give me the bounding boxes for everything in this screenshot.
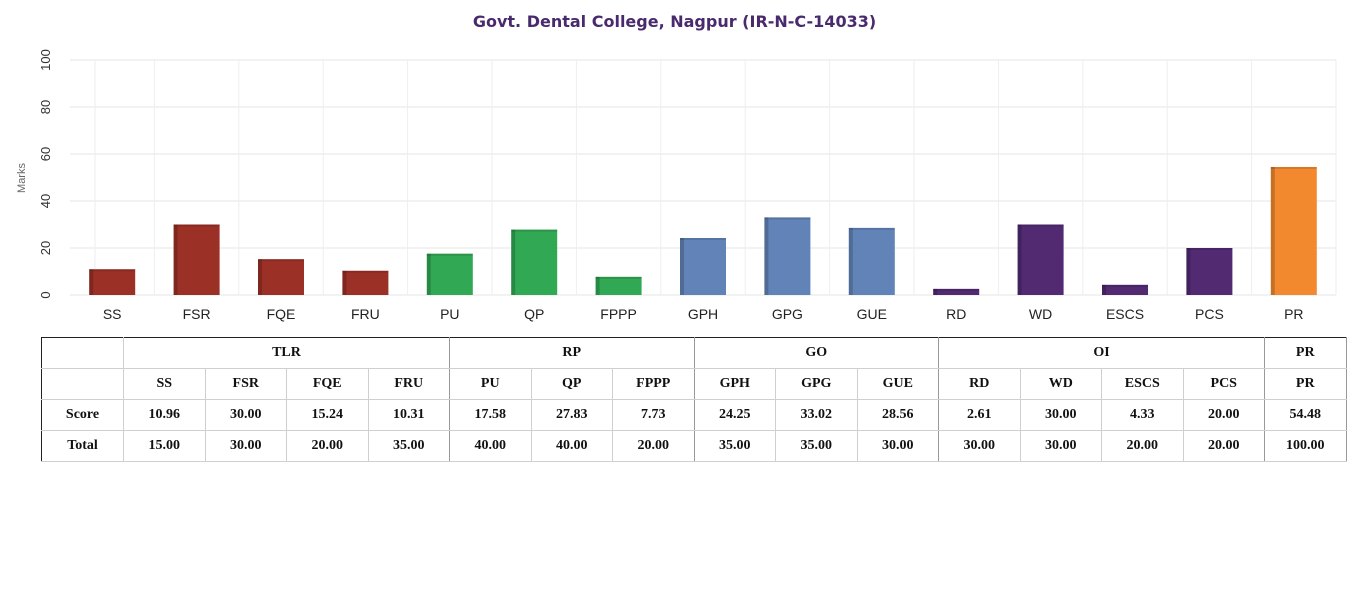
table-cell: 20.00 (1183, 430, 1265, 462)
bar-ss (89, 269, 136, 295)
x-tick-label: GPG (772, 306, 803, 322)
table-cell: 35.00 (775, 430, 858, 462)
table-cell: 35.00 (694, 430, 776, 462)
table-cell: 15.00 (123, 430, 206, 462)
bar-gue (848, 227, 895, 295)
score-table: TLR RP GO OI PR SS FSR FQE FRU PU QP FPPP GPH GPG GUE R… (41, 337, 1347, 462)
column-header: FQE (286, 368, 369, 400)
bar-gpg (764, 217, 811, 295)
header-blank-cell (41, 337, 124, 369)
y-tick-label: 40 (38, 194, 53, 208)
table-cell: 35.00 (368, 430, 450, 462)
table-cell: 40.00 (449, 430, 532, 462)
bar-fppp (595, 276, 642, 295)
y-tick-label: 0 (38, 291, 53, 298)
bar-fru (342, 270, 389, 295)
column-header: PR (1264, 368, 1347, 400)
column-header: GPH (694, 368, 776, 400)
bar-wd (1017, 224, 1064, 295)
table-cell: 20.00 (1101, 430, 1184, 462)
group-header-rp: RP (449, 337, 695, 369)
group-header-tlr: TLR (123, 337, 450, 369)
group-header-go: GO (694, 337, 939, 369)
x-tick-label: GPH (688, 306, 718, 322)
table-header-groups: TLR RP GO OI PR (41, 337, 1347, 369)
table-cell: 33.02 (775, 399, 858, 431)
column-header: WD (1020, 368, 1102, 400)
column-header: GPG (775, 368, 858, 400)
column-header: FPPP (612, 368, 695, 400)
table-cell: 20.00 (612, 430, 695, 462)
table-cell: 30.00 (857, 430, 939, 462)
column-header: FRU (368, 368, 450, 400)
bar-fqe (258, 259, 304, 295)
x-tick-label: FSR (183, 306, 211, 322)
x-tick-label: PCS (1195, 306, 1224, 322)
x-tick-label: PU (440, 306, 459, 322)
y-tick-label: 80 (38, 100, 53, 114)
table-cell: 40.00 (531, 430, 613, 462)
y-tick-label: 100 (38, 49, 53, 71)
table-cell: 30.00 (938, 430, 1021, 462)
column-header: ESCS (1101, 368, 1184, 400)
row-label: Total (41, 430, 124, 462)
y-tick-label: 20 (38, 241, 53, 255)
x-tick-label: PR (1284, 306, 1303, 322)
table-cell: 7.73 (612, 399, 695, 431)
table-cell: 100.00 (1264, 430, 1347, 462)
column-header: RD (938, 368, 1021, 400)
table-cell: 4.33 (1101, 399, 1184, 431)
bar-rd (933, 288, 980, 295)
table-cell: 54.48 (1264, 399, 1347, 431)
x-tick-label: FPPP (600, 306, 637, 322)
bar-qp (511, 229, 558, 295)
column-header: QP (531, 368, 613, 400)
y-tick-label: 60 (38, 147, 53, 161)
table-cell: 10.31 (368, 399, 450, 431)
table-cell: 28.56 (857, 399, 939, 431)
column-header: GUE (857, 368, 939, 400)
x-tick-label: RD (946, 306, 966, 322)
x-tick-label: QP (524, 306, 544, 322)
bar-pr (1270, 166, 1317, 295)
column-header: PU (449, 368, 532, 400)
row-label: Score (41, 399, 124, 431)
column-header: SS (123, 368, 206, 400)
table-cell: 15.24 (286, 399, 369, 431)
x-tick-label: WD (1029, 306, 1052, 322)
y-axis-label: Marks (16, 163, 28, 193)
x-tick-label: SS (103, 306, 122, 322)
x-tick-label: FRU (351, 306, 380, 322)
column-header: PCS (1183, 368, 1265, 400)
table-row: Score 10.96 30.00 15.24 10.31 17.58 27.83 7.73 2… (41, 399, 1347, 431)
table-cell: 30.00 (205, 399, 287, 431)
header-blank-cell (41, 368, 124, 400)
bar-escs (1102, 284, 1148, 295)
bar-chart: 0 20 40 60 80 100 Marks SS FSR FQE FRU PU QP FPPP GP… (16, 49, 1337, 322)
table-cell: 30.00 (205, 430, 287, 462)
table-row: Total 15.00 30.00 20.00 35.00 40.00 40.00 20.00… (41, 430, 1347, 462)
table-cell: 24.25 (694, 399, 776, 431)
bar-pcs (1186, 248, 1233, 295)
table-cell: 17.58 (449, 399, 532, 431)
bar-gph (680, 238, 726, 295)
table-header-columns: SS FSR FQE FRU PU QP FPPP GPH GPG GUE RD WD ESCS PCS P… (41, 368, 1347, 400)
table-cell: 20.00 (1183, 399, 1265, 431)
x-tick-label: FQE (267, 306, 296, 322)
table-cell: 30.00 (1020, 399, 1102, 431)
table-cell: 2.61 (938, 399, 1021, 431)
table-cell: 30.00 (1020, 430, 1102, 462)
bar-pu (426, 253, 473, 295)
table-cell: 10.96 (123, 399, 206, 431)
group-header-oi: OI (938, 337, 1265, 369)
chart-title: Govt. Dental College, Nagpur (IR-N-C-140… (472, 12, 877, 31)
group-header-pr: PR (1264, 337, 1347, 369)
x-tick-label: ESCS (1106, 306, 1144, 322)
table-cell: 27.83 (531, 399, 613, 431)
column-header: FSR (205, 368, 287, 400)
x-tick-label: GUE (857, 306, 887, 322)
table-cell: 20.00 (286, 430, 369, 462)
bar-fsr (173, 224, 220, 295)
